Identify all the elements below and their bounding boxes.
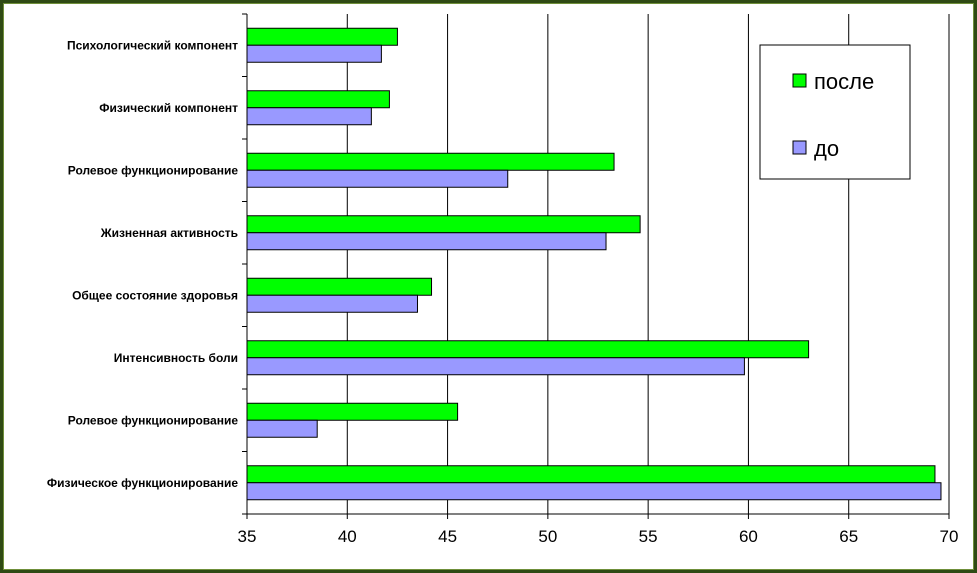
x-tick-label: 35: [238, 527, 257, 546]
bar-before: [246, 107, 372, 126]
x-tick-label: 40: [338, 527, 357, 546]
labels: 35 40 45 50 55 60 65 70 Психологический компонен…: [47, 38, 959, 546]
bar-before: [246, 482, 942, 501]
category-label: Физическое функционирование: [47, 476, 238, 490]
category-label: Интенсивность боли: [114, 351, 238, 365]
bar-chart: 35 40 45 50 55 60 65 70 Психологический компонен…: [47, 13, 959, 546]
bar-after: [246, 402, 459, 421]
category-label: Психологический компонент: [67, 38, 238, 52]
x-tick-label: 70: [940, 527, 959, 546]
x-tick-label: 55: [639, 527, 658, 546]
legend-label-before: до: [814, 136, 839, 161]
legend-swatch-before: [792, 140, 807, 155]
bars: [246, 27, 942, 501]
x-tick-label: 65: [839, 527, 858, 546]
bar-after: [246, 340, 810, 359]
category-label: Ролевое функционирование: [68, 163, 239, 177]
bar-after: [246, 465, 936, 484]
bar-before: [246, 357, 745, 376]
chart-frame: 35 40 45 50 55 60 65 70 Психологический компонен…: [3, 3, 974, 570]
legend: после до: [759, 44, 911, 180]
category-label: Физический компонент: [99, 101, 238, 115]
legend-label-after: после: [814, 69, 874, 94]
bar-before: [246, 294, 418, 313]
legend-box: [759, 44, 911, 180]
bar-after: [246, 27, 398, 46]
bar-after: [246, 152, 615, 171]
axes: [242, 13, 950, 519]
category-label: Общее состояние здоровья: [72, 288, 238, 302]
category-label: Жизненная активность: [100, 226, 238, 240]
bar-after: [246, 277, 433, 296]
bar-before: [246, 232, 607, 251]
category-label: Ролевое функционирование: [68, 413, 239, 427]
bar-before: [246, 169, 509, 188]
bar-before: [246, 44, 382, 63]
bar-before: [246, 419, 318, 438]
x-tick-label: 60: [739, 527, 758, 546]
bar-after: [246, 215, 641, 234]
x-tick-label: 45: [438, 527, 457, 546]
legend-swatch-after: [792, 73, 807, 88]
bar-after: [246, 90, 390, 109]
x-tick-label: 50: [538, 527, 557, 546]
